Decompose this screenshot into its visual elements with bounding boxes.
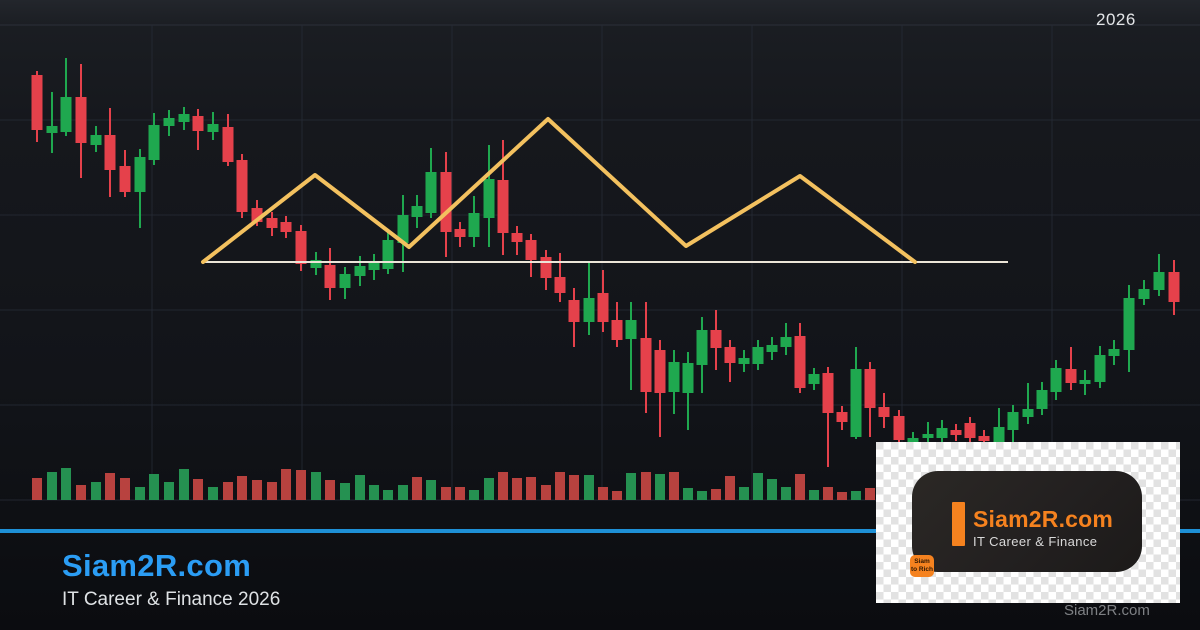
logo-text-block: Siam2R.com IT Career & Finance — [973, 506, 1114, 549]
footer-subtitle: IT Career & Finance 2026 — [62, 589, 281, 610]
logo-brand-title: Siam2R.com — [973, 506, 1114, 532]
footer-brand-title: Siam2R.com — [62, 548, 252, 583]
badge-line-1: Siam — [914, 558, 930, 566]
logo-accent-bar — [952, 502, 965, 546]
logo-panel-transparent-checkerboard: Siam2R.com IT Career & Finance Siam to R… — [876, 442, 1180, 603]
logo-subtitle: IT Career & Finance — [973, 534, 1098, 549]
badge-line-2: to Rich — [910, 566, 934, 573]
siam-to-rich-badge: Siam to Rich — [910, 555, 934, 577]
watermark-text: Siam2R.com — [1064, 602, 1150, 619]
year-label: 2026 — [1096, 10, 1136, 29]
logo-card: Siam2R.com IT Career & Finance — [912, 471, 1142, 572]
